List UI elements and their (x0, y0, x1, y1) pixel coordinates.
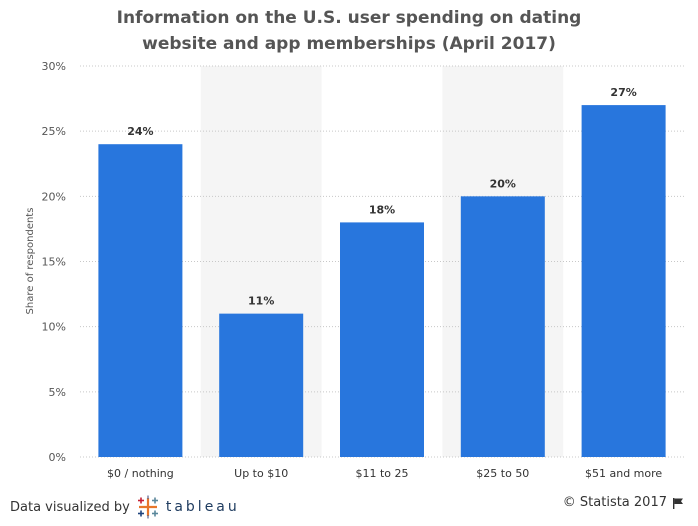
bar-value-label: 11% (248, 295, 274, 308)
value-labels: 24% 11% 18% 20% 27% (127, 86, 637, 308)
footer-credit-text: Data visualized by (10, 499, 130, 515)
x-tick-label: $51 and more (585, 467, 662, 480)
chart-title-line-1: Information on the U.S. user spending on… (117, 8, 582, 28)
y-tick-label: 0% (49, 451, 66, 464)
y-tick-label: 25% (42, 125, 66, 138)
y-tick-label: 30% (42, 60, 66, 73)
bar[interactable] (581, 105, 666, 457)
x-axis-labels: $0 / nothing Up to $10 $11 to 25 $25 to 50 $… (107, 467, 662, 480)
copyright-text: © Statista 2017 (562, 495, 667, 510)
tableau-logo-icon (137, 495, 158, 519)
y-tick-label: 5% (49, 386, 66, 399)
x-tick-label: $11 to 25 (355, 467, 408, 480)
y-tick-label: 15% (42, 256, 66, 269)
bar[interactable] (98, 144, 183, 457)
bar-value-label: 20% (490, 177, 516, 190)
bar-value-label: 24% (127, 125, 153, 138)
bars (98, 105, 666, 458)
footer-copyright: © Statista 2017 (563, 495, 684, 510)
footer-credit: Data visualized by tableau (10, 495, 240, 519)
y-tick-label: 10% (42, 321, 66, 334)
x-tick-label: $0 / nothing (107, 467, 174, 480)
flag-icon[interactable] (672, 497, 684, 509)
bar[interactable] (460, 196, 545, 458)
chart-title-line-2: website and app memberships (April 2017) (142, 34, 556, 54)
tableau-wordmark: tableau (165, 499, 240, 515)
y-axis-label: Share of respondents (25, 208, 36, 315)
bar-value-label: 27% (610, 86, 636, 99)
bar-value-label: 18% (369, 203, 395, 216)
x-tick-label: Up to $10 (234, 467, 288, 480)
y-axis-ticks: 0% 5% 10% 15% 20% 25% 30% (42, 60, 66, 464)
bar[interactable] (219, 313, 304, 457)
x-tick-label: $25 to 50 (476, 467, 529, 480)
bar[interactable] (340, 222, 424, 457)
y-tick-label: 20% (42, 190, 66, 203)
